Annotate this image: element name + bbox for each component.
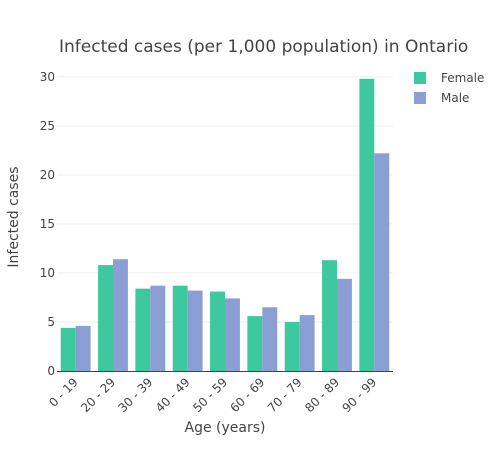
x-axis-title: Age (years) [185, 420, 266, 436]
bar-male-2[interactable] [150, 285, 166, 371]
bar-male-8[interactable] [374, 153, 390, 371]
bar-female-4[interactable] [210, 291, 225, 371]
bar-female-1[interactable] [98, 265, 113, 371]
bar-female-2[interactable] [135, 288, 151, 371]
legend-label: Male [441, 91, 469, 105]
x-tick-label: 40 - 49 [153, 375, 193, 415]
y-tick-label: 30 [40, 70, 55, 84]
x-tick-label: 80 - 89 [302, 375, 342, 415]
x-tick-label: 70 - 79 [265, 375, 305, 415]
x-tick-label: 0 - 19 [46, 375, 81, 410]
legend-swatch [414, 92, 426, 104]
bar-male-3[interactable] [187, 290, 203, 371]
y-tick-label: 10 [40, 266, 55, 280]
bar-female-5[interactable] [247, 316, 263, 371]
bar-male-1[interactable] [113, 259, 128, 371]
y-tick-labels: 0 5 10 15 20 25 30 [40, 70, 55, 378]
legend-swatch [414, 72, 426, 84]
y-tick-label: 0 [47, 364, 55, 378]
y-tick-label: 20 [40, 168, 55, 182]
bar-male-4[interactable] [225, 298, 240, 371]
bar-female-3[interactable] [172, 285, 188, 371]
x-tick-label: 90 - 99 [340, 375, 380, 415]
y-tick-label: 15 [40, 217, 55, 231]
y-tick-label: 25 [40, 119, 55, 133]
y-axis-title: Infected cases [6, 166, 22, 267]
legend-item-male[interactable]: Male [414, 91, 469, 105]
bar-male-6[interactable] [299, 315, 315, 371]
x-tick-label: 60 - 69 [228, 375, 268, 415]
bar-female-6[interactable] [284, 321, 300, 371]
x-tick-label: 20 - 29 [78, 375, 118, 415]
bar-male-5[interactable] [262, 307, 278, 371]
bar-female-8[interactable] [359, 78, 375, 372]
bar-female-7[interactable] [322, 260, 337, 371]
x-tick-label: 50 - 59 [190, 375, 230, 415]
legend[interactable]: Female Male [414, 71, 484, 105]
legend-item-female[interactable]: Female [414, 71, 484, 85]
bar-male-0[interactable] [75, 325, 91, 371]
x-tick-label: 30 - 39 [116, 375, 156, 415]
bars-layer [60, 78, 390, 372]
bar-female-0[interactable] [60, 327, 76, 371]
chart-title: Infected cases (per 1,000 population) in… [59, 37, 468, 57]
legend-label: Female [441, 71, 484, 85]
bar-male-7[interactable] [337, 278, 352, 371]
y-tick-label: 5 [47, 315, 55, 329]
